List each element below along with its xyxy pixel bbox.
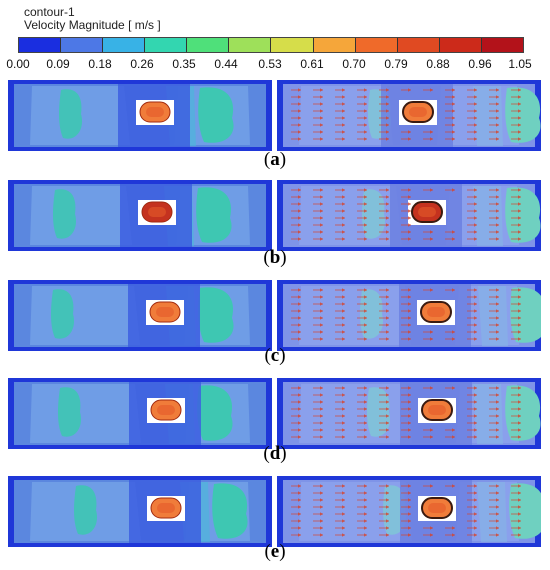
contour-name: contour-1 <box>24 5 75 19</box>
vector-panel-container <box>277 378 541 449</box>
vector-panel <box>277 80 541 151</box>
contour-panel-container <box>8 80 272 151</box>
panel-caption: (c) <box>0 345 550 367</box>
contour-panel <box>8 80 272 151</box>
caption-close-paren: ) <box>279 541 286 562</box>
vector-panel <box>277 476 541 547</box>
colorbar-segment <box>229 38 272 52</box>
colorbar-tick-label: 0.96 <box>468 57 492 71</box>
colorbar-tick-label: 1.05 <box>508 57 532 71</box>
caption-open-paren: ( <box>263 149 271 170</box>
colorbar-tick-label: 0.44 <box>214 57 238 71</box>
caption-open-paren: ( <box>264 345 271 366</box>
panel-caption: (d) <box>0 443 550 465</box>
colorbar-segment <box>187 38 230 52</box>
colorbar-tick-label: 0.26 <box>130 57 154 71</box>
colorbar-segment <box>439 38 482 52</box>
colorbar-tick-label: 0.79 <box>384 57 408 71</box>
contour-panel-container <box>8 180 272 251</box>
colorbar-tick-label: 0.53 <box>258 57 282 71</box>
colorbar-segment <box>481 38 523 52</box>
caption-open-paren: ( <box>263 443 270 464</box>
colorbar-tick-label: 0.88 <box>426 57 450 71</box>
contour-panel <box>8 180 272 251</box>
caption-close-paren: ) <box>279 149 287 170</box>
colorbar-segment <box>397 38 440 52</box>
panel-caption: (a) <box>0 149 550 171</box>
colorbar-tick-label: 0.70 <box>342 57 366 71</box>
vector-panel-container <box>277 280 541 351</box>
caption-letter: b <box>269 247 281 268</box>
vector-panel-container <box>277 476 541 547</box>
colorbar-segment <box>271 38 314 52</box>
contour-panel <box>8 378 272 449</box>
colorbar-tick-label: 0.00 <box>6 57 30 71</box>
colorbar-segment <box>145 38 188 52</box>
caption-letter: e <box>270 541 280 562</box>
caption-open-paren: ( <box>263 247 270 268</box>
colorbar-segment <box>61 38 104 52</box>
colorbar-segment <box>103 38 146 52</box>
vector-panel <box>277 378 541 449</box>
colorbar-segment <box>355 38 398 52</box>
contour-panel-container <box>8 476 272 547</box>
caption-close-paren: ) <box>279 345 286 366</box>
vector-panel <box>277 280 541 351</box>
vector-panel-container <box>277 80 541 151</box>
vector-panel-container <box>277 180 541 251</box>
colorbar-tick-label: 0.35 <box>172 57 196 71</box>
colorbar-tick-label: 0.09 <box>46 57 70 71</box>
colorbar-segment <box>313 38 356 52</box>
colorbar-tick-label: 0.61 <box>300 57 324 71</box>
variable-label: Velocity Magnitude [ m/s ] <box>24 18 161 32</box>
colorbar-segment <box>19 38 62 52</box>
caption-open-paren: ( <box>264 541 271 562</box>
colorbar <box>18 37 524 53</box>
panel-caption: (e) <box>0 541 550 563</box>
contour-panel-container <box>8 378 272 449</box>
contour-panel-container <box>8 280 272 351</box>
panel-caption: (b) <box>0 247 550 269</box>
caption-close-paren: ) <box>280 247 287 268</box>
caption-close-paren: ) <box>280 443 287 464</box>
contour-panel <box>8 280 272 351</box>
caption-letter: c <box>270 345 280 366</box>
caption-letter: a <box>270 149 280 170</box>
colorbar-ticks: 0.00 0.09 0.18 0.26 0.35 0.44 0.53 0.61 0.70 0.79… <box>0 57 550 71</box>
colorbar-tick-label: 0.18 <box>88 57 112 71</box>
vector-panel <box>277 180 541 251</box>
caption-letter: d <box>269 443 281 464</box>
contour-panel <box>8 476 272 547</box>
